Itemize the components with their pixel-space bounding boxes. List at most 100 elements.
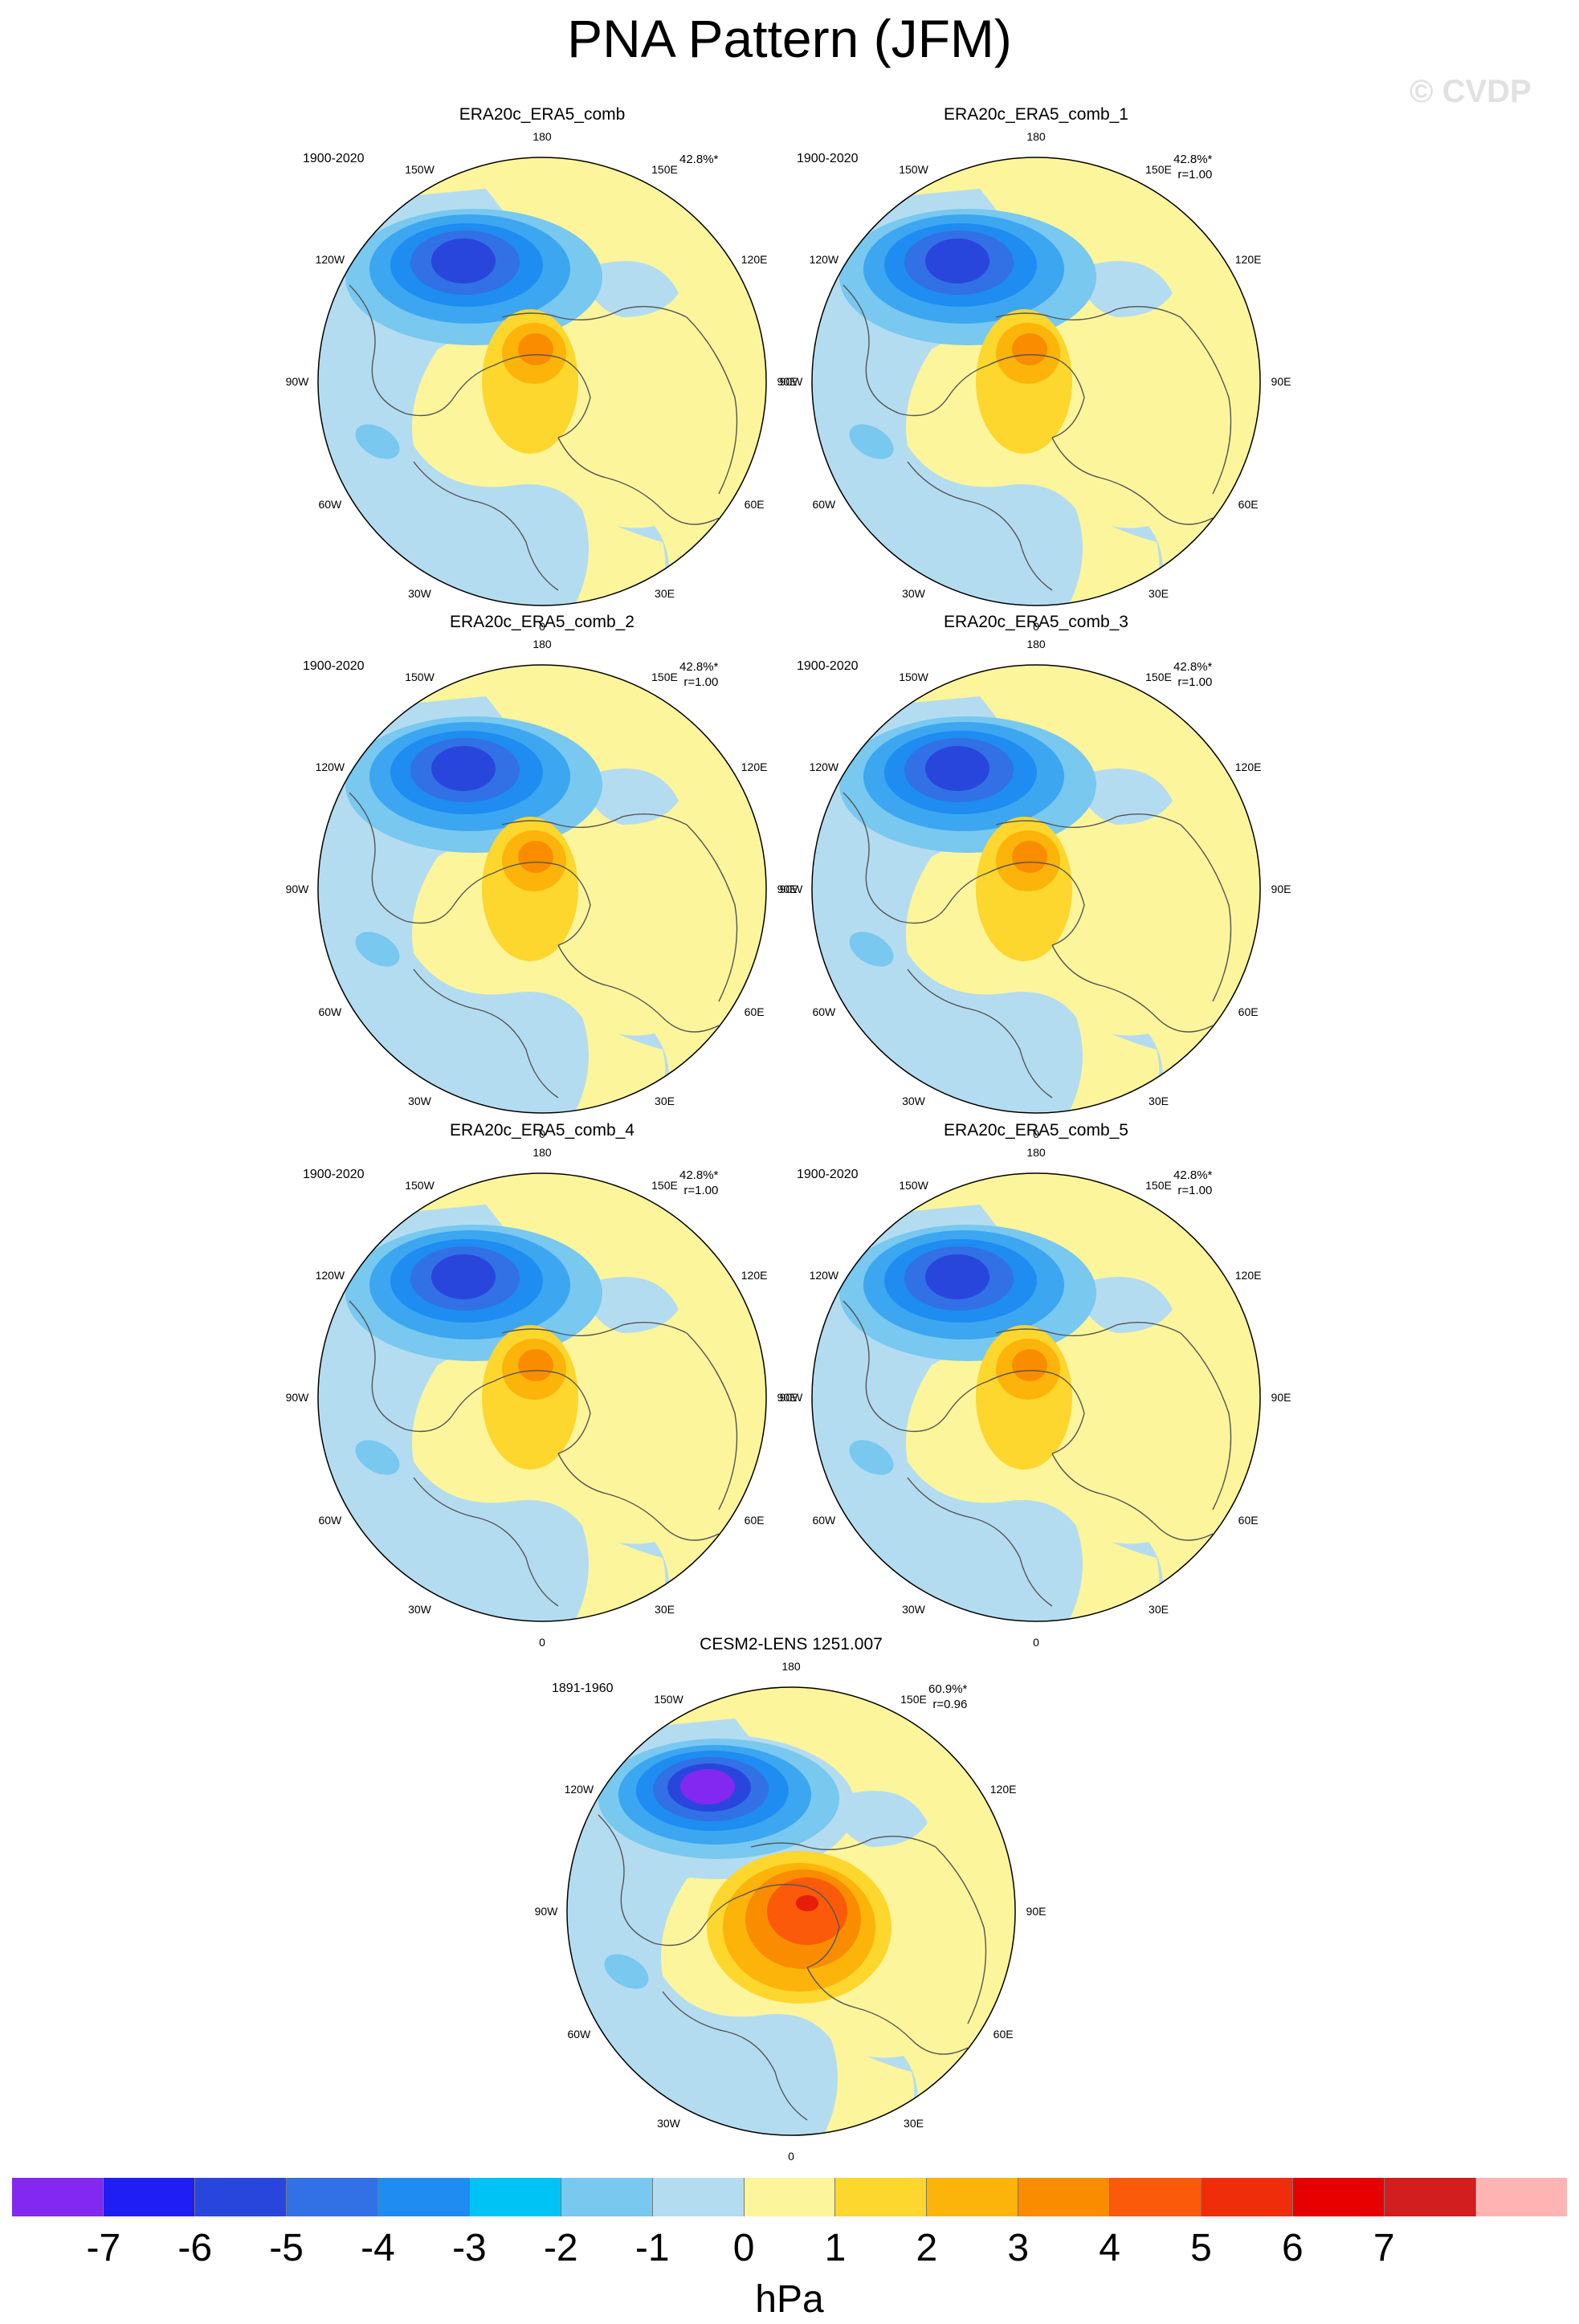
longitude-label: 30E [1149,1603,1169,1617]
longitude-label: 150W [899,1178,928,1192]
longitude-label: 120E [741,252,768,266]
longitude-label: 30W [902,1603,925,1617]
coastline [987,354,1085,438]
longitude-label: 60E [1238,1513,1259,1527]
longitude-label: 120E [1234,1268,1262,1282]
longitude-label: 60W [318,497,342,511]
low-pressure-contour [925,1254,989,1299]
colorbar-tick-label: -1 [634,2227,670,2269]
longitude-label: 120E [741,1268,768,1282]
colorbar-tick-label: 2 [916,2227,938,2269]
longitude-label: 180 [532,638,552,650]
longitude-label: 30W [408,587,431,601]
longitude-label: 60W [318,1513,342,1527]
longitude-label: 120E [989,1782,1017,1796]
colorbar-swatch [12,2178,104,2216]
longitude-label: 30E [1149,587,1169,601]
map-panel: ERA20c_ERA5_comb_2 1900-2020 42.8%* r=1.00 1… [286,613,798,1140]
colorbar-swatch [469,2178,561,2216]
variance-percent: 42.8%* [1173,660,1213,674]
panel-title: ERA20c_ERA5_comb_2 [450,613,634,631]
map-border [317,157,767,606]
longitude-label: 30E [655,1603,675,1617]
map-border [317,664,767,1114]
longitude-label: 150E [651,162,678,176]
longitude-label: 150E [651,670,678,683]
coastline [806,1967,969,2055]
pattern-correlation: r=1.00 [1177,168,1213,181]
colorbar-units: hPa [755,2278,824,2321]
colorbar-swatch [194,2178,287,2216]
longitude-label: 60E [993,2027,1014,2041]
colorbar-swatch [1385,2178,1476,2216]
longitude-label: 60W [567,2027,591,2041]
longitude-label: 90W [779,883,803,895]
coastline [686,1332,738,1511]
panel-variance: 42.8%* r=1.00 [1173,152,1212,182]
longitude-label: 120E [1234,252,1262,266]
coastline [349,792,495,924]
longitude-label: 120E [1234,760,1262,773]
coastline [349,1300,495,1433]
longitude-label: 0 [1033,620,1039,633]
longitude-label: 120W [315,760,345,773]
longitude-label: 180 [532,1146,552,1159]
longitude-label: 120W [315,1268,345,1282]
longitude-label: 30W [902,587,925,601]
longitude-label: 150W [405,162,435,176]
coastline [1180,824,1232,1002]
coastline [1180,316,1232,495]
low-pressure-contour [680,1769,735,1804]
coastline [995,813,1181,828]
longitude-label: 90E [1271,375,1291,388]
variance-percent: 42.8%* [679,1168,719,1182]
longitude-label: 120W [315,252,345,266]
map-border [566,1686,1016,2136]
longitude-label: 150E [1145,162,1172,176]
colorbar-tick-label: -7 [86,2227,121,2269]
colorbar-tick-label: -3 [452,2227,487,2269]
map-panel: ERA20c_ERA5_comb_5 1900-2020 42.8%* r=1.00 1… [780,1121,1291,1649]
colorbar-tick-label: -2 [543,2227,578,2269]
map-border [811,157,1261,606]
coastline [501,1322,687,1336]
panel-title: ERA20c_ERA5_comb_3 [944,613,1128,631]
coastline [987,1370,1085,1454]
longitude-label: 60W [812,1005,836,1018]
longitude-label: 90W [285,375,309,388]
variance-percent: 42.8%* [679,660,719,674]
colorbar-tick-label: 4 [1099,2227,1120,2269]
panel-variance: 42.8%* [679,152,718,167]
longitude-label: 60E [1238,497,1259,511]
low-pressure-contour [431,239,496,283]
coastline [501,306,687,320]
longitude-label: 150W [405,670,435,683]
longitude-label: 180 [1026,130,1046,143]
longitude-label: 150W [654,1692,683,1706]
longitude-label: 180 [1026,638,1046,650]
panel-years: 1900-2020 [303,152,365,165]
coastline [557,437,720,525]
coastline [907,461,1053,591]
longitude-label: 60E [1238,1005,1259,1018]
colorbar-swatch [1293,2178,1385,2216]
coastline [907,1477,1053,1607]
colorbar-swatch [1110,2178,1202,2216]
polar-map [317,1172,767,1622]
panel-years: 1900-2020 [797,659,859,673]
longitude-label: 90E [777,1391,798,1404]
longitude-label: 30E [655,587,675,601]
low-pressure-contour [925,746,989,791]
coastline [843,1300,989,1433]
longitude-label: 90W [779,1391,803,1404]
polar-map [811,157,1261,606]
panel-years: 1900-2020 [303,1168,365,1181]
panel-variance: 42.8%* r=1.00 [1173,659,1212,690]
longitude-label: 90W [779,375,803,388]
longitude-label: 30W [408,1603,431,1617]
polar-map [811,664,1261,1114]
longitude-label: 90W [534,1905,558,1918]
panel-variance: 42.8%* r=1.00 [679,1168,718,1198]
panel-variance: 42.8%* r=1.00 [1173,1168,1212,1198]
longitude-label: 0 [1033,1636,1039,1649]
